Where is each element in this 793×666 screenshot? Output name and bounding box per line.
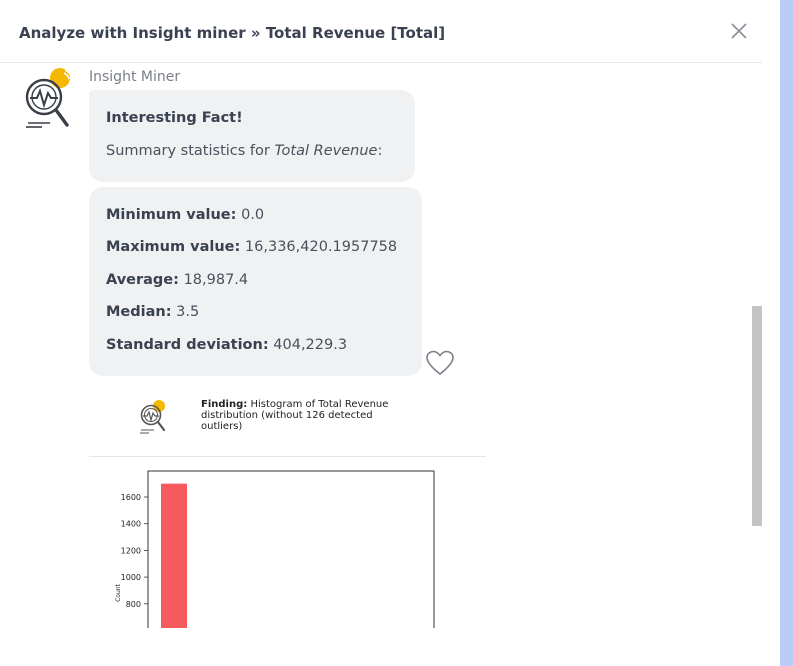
stat-value: 18,987.4 bbox=[183, 272, 249, 288]
stat-label: Standard deviation bbox=[106, 337, 263, 353]
fact-suffix: : bbox=[377, 143, 383, 159]
heart-icon bbox=[426, 350, 454, 376]
fact-heading: Interesting Fact! bbox=[106, 110, 243, 126]
stat-median: Median: 3.5 bbox=[106, 304, 200, 320]
insight-miner-avatar bbox=[20, 67, 76, 135]
stat-average: Average: 18,987.4 bbox=[106, 272, 249, 288]
finding-label: Finding bbox=[201, 399, 244, 410]
dialog-title: Analyze with Insight miner » Total Reven… bbox=[19, 24, 446, 42]
histogram-chart: 800 1000 1200 1400 1600 Count bbox=[115, 470, 435, 628]
fact-body: Summary statistics for Total Revenue: bbox=[106, 143, 382, 159]
insight-miner-dialog: Analyze with Insight miner » Total Reven… bbox=[0, 0, 762, 628]
stat-label: Maximum value bbox=[106, 239, 235, 255]
plot-frame bbox=[147, 470, 435, 628]
stat-value: 16,336,420.1957758 bbox=[244, 239, 398, 255]
dialog-header: Analyze with Insight miner » Total Reven… bbox=[0, 0, 762, 63]
stat-value: 404,229.3 bbox=[273, 337, 348, 353]
y-tick-label: 1000 bbox=[121, 573, 141, 582]
message-bubble-stats: Minimum value: 0.0 Maximum value: 16,336… bbox=[89, 187, 422, 376]
fact-subject: Total Revenue bbox=[274, 143, 378, 159]
like-button[interactable] bbox=[425, 349, 455, 377]
background-stripe bbox=[780, 0, 793, 666]
y-axis-label: Count bbox=[115, 583, 122, 601]
stat-label: Median bbox=[106, 304, 166, 320]
y-tick-label: 1600 bbox=[121, 493, 141, 502]
stat-value: 0.0 bbox=[241, 207, 265, 223]
insight-miner-magnifier-icon bbox=[25, 68, 73, 128]
insight-miner-magnifier-icon bbox=[140, 400, 166, 434]
message-sender: Insight Miner bbox=[89, 69, 181, 85]
stat-value: 3.5 bbox=[176, 304, 200, 320]
divider bbox=[89, 456, 486, 457]
message-bubble-fact: Interesting Fact! Summary statistics for… bbox=[89, 90, 415, 182]
scrollbar-thumb[interactable] bbox=[752, 306, 762, 526]
stat-std-deviation: Standard deviation: 404,229.3 bbox=[106, 337, 348, 353]
finding-caption: Finding: Histogram of Total Revenue dist… bbox=[201, 399, 389, 432]
stat-maximum: Maximum value: 16,336,420.1957758 bbox=[106, 239, 398, 255]
close-button[interactable] bbox=[728, 20, 750, 42]
finding-avatar bbox=[137, 398, 169, 438]
y-tick-label: 800 bbox=[126, 600, 141, 609]
histogram-bar bbox=[161, 483, 187, 628]
close-icon bbox=[731, 23, 747, 39]
stat-label: Minimum value bbox=[106, 207, 231, 223]
fact-prefix: Summary statistics for bbox=[106, 143, 275, 159]
finding-text: Histogram of Total Revenue distribution … bbox=[201, 399, 389, 432]
stat-minimum: Minimum value: 0.0 bbox=[106, 207, 265, 223]
y-tick-label: 1400 bbox=[121, 520, 141, 529]
stat-label: Average bbox=[106, 272, 174, 288]
y-tick-label: 1200 bbox=[121, 546, 141, 555]
